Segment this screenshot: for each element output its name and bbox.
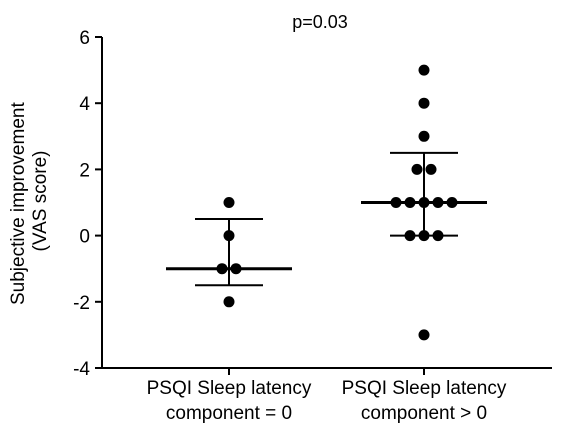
group-latency-zero [166, 197, 292, 308]
data-point [418, 64, 430, 76]
y-axis-label-line-1: Subjective improvement [8, 102, 29, 305]
category-labels: PSQI Sleep latency component = 0 PSQI Slee… [147, 368, 507, 424]
data-point [216, 263, 228, 275]
data-point [411, 163, 423, 175]
data-point [418, 329, 430, 341]
y-tick-label: 0 [79, 227, 90, 248]
data-point [223, 197, 235, 208]
x-tick-label: PSQI Sleep latency [342, 378, 507, 399]
y-tick-label: -4 [73, 359, 90, 380]
y-tick-label: 6 [79, 28, 90, 49]
data-point [432, 197, 444, 208]
y-ticks: 6 4 2 0 -2 -4 [73, 28, 102, 380]
data-point [223, 230, 235, 242]
data-point [404, 197, 416, 208]
data-point [446, 197, 458, 208]
p-value-annotation: p=0.03 [292, 12, 348, 32]
data-point [404, 230, 416, 242]
data-point [418, 130, 430, 142]
x-tick-label: component = 0 [166, 403, 292, 424]
data-point [425, 163, 437, 175]
y-tick-label: -2 [73, 293, 90, 314]
group-latency-positive [361, 64, 487, 341]
data-point [418, 97, 430, 109]
data-point [390, 197, 402, 208]
data-point [418, 197, 430, 208]
axes [101, 37, 552, 369]
data-point [418, 230, 430, 242]
x-tick-label: component > 0 [361, 403, 487, 424]
x-tick-label: PSQI Sleep latency [147, 378, 312, 399]
y-axis-label-line-2: (VAS score) [30, 150, 51, 251]
data-point [432, 230, 444, 242]
data-point [223, 296, 235, 308]
y-tick-label: 2 [79, 160, 90, 181]
y-axis-label: Subjective improvement (VAS score) [8, 97, 51, 305]
data-groups [166, 64, 487, 341]
data-point [230, 263, 242, 275]
y-tick-label: 4 [79, 94, 90, 115]
